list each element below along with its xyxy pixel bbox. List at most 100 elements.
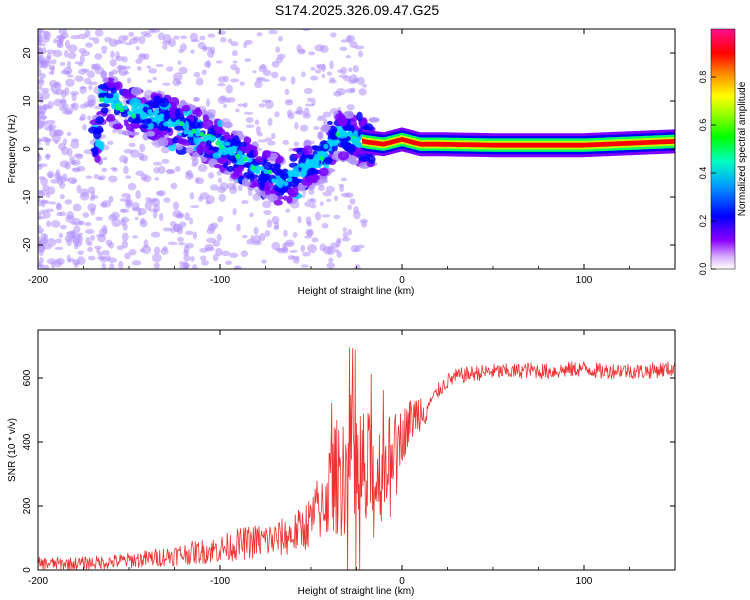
noise-blob xyxy=(190,39,200,43)
noise-blob xyxy=(204,243,214,251)
y-tick-label: 200 xyxy=(22,497,33,514)
noise-blob xyxy=(221,250,231,257)
noise-blob xyxy=(155,190,164,196)
noise-blob xyxy=(354,264,361,269)
noise-blob xyxy=(131,260,142,266)
noise-blob xyxy=(294,122,299,130)
noise-blob xyxy=(50,84,56,92)
noise-blob xyxy=(319,243,327,252)
noise-blob xyxy=(258,103,266,108)
noise-blob xyxy=(313,126,320,131)
noise-blob xyxy=(304,201,311,207)
x-tick-label: -200 xyxy=(28,275,48,286)
noise-blob xyxy=(38,216,45,220)
ridge-core xyxy=(107,98,113,104)
signal-blob xyxy=(215,129,224,134)
noise-blob xyxy=(72,203,82,212)
noise-blob xyxy=(326,246,336,256)
noise-blob xyxy=(362,83,368,88)
noise-blob xyxy=(330,32,337,38)
noise-blob xyxy=(202,46,212,51)
noise-blob xyxy=(229,252,239,259)
signal-blob xyxy=(217,119,223,128)
noise-blob xyxy=(301,71,306,78)
ridge-core xyxy=(171,122,177,128)
noise-blob xyxy=(227,38,233,44)
noise-blob xyxy=(246,238,254,245)
noise-blob xyxy=(87,186,96,194)
noise-blob xyxy=(270,71,279,79)
noise-blob xyxy=(97,234,107,243)
noise-blob xyxy=(67,177,78,184)
signal-blob xyxy=(232,135,240,145)
noise-blob xyxy=(100,45,108,52)
y-tick-label: -20 xyxy=(22,237,33,252)
noise-blob xyxy=(189,217,194,225)
ridge-core xyxy=(155,116,161,122)
noise-blob xyxy=(345,55,351,59)
noise-blob xyxy=(261,99,272,104)
noise-blob xyxy=(143,239,149,249)
noise-blob xyxy=(335,239,341,248)
noise-blob xyxy=(230,78,240,83)
x-tick-label: 0 xyxy=(399,576,405,587)
signal-blob xyxy=(122,130,133,136)
noise-blob xyxy=(80,113,87,121)
signal-blob xyxy=(245,144,255,151)
noise-blob xyxy=(173,35,180,40)
noise-blob xyxy=(185,230,194,236)
noise-blob xyxy=(101,167,108,173)
signal-blob xyxy=(368,117,380,123)
signal-blob xyxy=(233,167,239,177)
noise-blob xyxy=(339,185,345,192)
signal-blob xyxy=(97,84,107,90)
noise-blob xyxy=(117,64,122,74)
noise-blob xyxy=(94,245,102,250)
signal-blob xyxy=(130,86,142,96)
noise-blob xyxy=(155,63,164,68)
noise-blob xyxy=(197,164,208,172)
signal-blob xyxy=(95,116,105,125)
ridge-core xyxy=(335,131,341,137)
noise-blob xyxy=(278,35,283,42)
noise-blob xyxy=(108,71,115,76)
noise-blob xyxy=(200,255,207,261)
noise-blob xyxy=(81,68,90,73)
noise-blob xyxy=(206,49,215,58)
signal-blob xyxy=(98,103,110,108)
noise-blob xyxy=(59,61,66,66)
noise-blob xyxy=(109,263,115,269)
noise-blob xyxy=(220,95,227,102)
noise-blob xyxy=(227,182,235,190)
noise-blob xyxy=(107,257,118,263)
noise-blob xyxy=(94,53,103,60)
noise-blob xyxy=(45,153,50,161)
noise-blob xyxy=(99,255,109,263)
noise-blob xyxy=(348,67,353,73)
noise-blob xyxy=(254,80,263,89)
noise-blob xyxy=(85,228,95,234)
noise-blob xyxy=(144,201,152,211)
ridge-core xyxy=(287,177,293,183)
noise-blob xyxy=(309,204,317,209)
noise-blob xyxy=(137,66,142,71)
snr-xlabel: Height of straight line (km) xyxy=(298,586,415,597)
noise-blob xyxy=(145,197,152,203)
noise-blob xyxy=(316,117,324,121)
signal-blob xyxy=(302,145,313,156)
noise-blob xyxy=(56,212,63,217)
noise-blob xyxy=(328,79,337,84)
noise-blob xyxy=(87,246,93,252)
noise-blob xyxy=(138,152,145,161)
noise-blob xyxy=(319,201,324,207)
noise-blob xyxy=(358,50,364,58)
noise-blob xyxy=(45,220,52,228)
noise-blob xyxy=(294,256,300,261)
noise-blob xyxy=(134,216,139,221)
signal-blob xyxy=(127,115,140,124)
noise-blob xyxy=(77,33,88,40)
noise-blob xyxy=(151,140,157,146)
noise-blob xyxy=(135,46,140,51)
ridge-core xyxy=(195,131,201,137)
noise-blob xyxy=(243,42,248,49)
